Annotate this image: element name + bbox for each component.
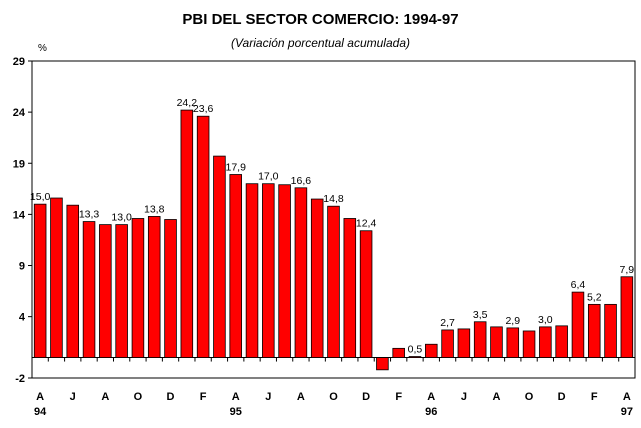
x-tick-label: J <box>70 391 76 403</box>
bar <box>229 174 242 358</box>
bar <box>327 205 340 358</box>
bar <box>99 224 112 358</box>
data-label: 15,0 <box>30 191 51 203</box>
x-tick-label: A <box>101 391 109 403</box>
data-label: 3,0 <box>538 314 553 326</box>
x-year-label: 97 <box>621 406 633 418</box>
x-tick-label: D <box>167 391 175 403</box>
y-axis-unit: % <box>38 43 47 54</box>
bar <box>555 325 568 358</box>
bar <box>82 221 96 358</box>
data-label: 14,8 <box>323 193 344 205</box>
y-tick-label: -2 <box>15 373 25 385</box>
x-tick-label: D <box>362 391 370 403</box>
data-label: 17,0 <box>258 171 279 183</box>
x-tick-label: A <box>36 391 44 403</box>
bar <box>408 356 422 358</box>
bar <box>33 203 47 358</box>
y-tick-label: 4 <box>19 312 26 324</box>
x-tick-label: D <box>558 391 566 403</box>
x-tick-label: F <box>200 391 207 403</box>
x-year-label: 95 <box>230 406 242 418</box>
bar <box>245 183 259 358</box>
x-tick-label: F <box>395 391 402 403</box>
bar <box>441 329 454 358</box>
data-label: 2,9 <box>505 315 520 327</box>
bar <box>196 115 210 358</box>
data-label: 16,6 <box>291 175 312 187</box>
x-year-label: 96 <box>425 406 437 418</box>
y-tick-label: 19 <box>13 158 25 170</box>
bar <box>620 276 634 358</box>
bar <box>376 357 389 371</box>
data-label: 13,3 <box>79 209 100 221</box>
bar <box>473 321 487 358</box>
data-label: 12,4 <box>356 218 377 230</box>
bar <box>131 218 145 358</box>
bar <box>50 197 63 358</box>
x-tick-label: A <box>492 391 500 403</box>
data-label: 3,5 <box>473 309 488 321</box>
bar <box>457 328 471 358</box>
bar <box>343 218 357 358</box>
data-label: 24,2 <box>177 97 198 109</box>
x-tick-label: F <box>591 391 598 403</box>
data-label: 5,2 <box>587 291 602 303</box>
x-tick-label: A <box>232 391 240 403</box>
data-label: 7,9 <box>620 264 635 276</box>
bar <box>587 303 601 358</box>
bar <box>522 330 536 358</box>
bar <box>147 216 161 358</box>
bar <box>359 230 373 358</box>
bar <box>425 343 438 358</box>
bar <box>490 326 503 358</box>
y-tick-label: 24 <box>13 107 26 119</box>
y-tick-label: 29 <box>13 56 25 68</box>
bar <box>66 204 80 358</box>
bar <box>262 183 275 358</box>
data-label: 6,4 <box>571 279 586 291</box>
x-tick-label: O <box>134 391 143 403</box>
data-label: 17,9 <box>225 162 246 174</box>
x-tick-label: O <box>525 391 534 403</box>
bar <box>294 187 308 358</box>
x-year-label: 94 <box>34 406 47 418</box>
data-label: 0,5 <box>408 344 423 356</box>
chart-subtitle: (Variación porcentual acumulada) <box>231 36 410 50</box>
bar <box>604 303 617 358</box>
bar <box>115 224 128 358</box>
bar <box>278 184 291 358</box>
bar <box>539 326 552 358</box>
x-tick-label: A <box>297 391 305 403</box>
x-tick-label: J <box>265 391 271 403</box>
bar <box>310 198 324 358</box>
x-tick-label: J <box>461 391 467 403</box>
bar <box>180 109 194 358</box>
bar <box>392 347 405 358</box>
x-tick-label: O <box>329 391 338 403</box>
y-tick-label: 9 <box>19 261 25 273</box>
data-label: 13,0 <box>111 212 132 224</box>
y-tick-label: 14 <box>13 209 26 221</box>
chart-title: PBI DEL SECTOR COMERCIO: 1994-97 <box>182 11 459 28</box>
data-label: 2,7 <box>440 317 455 329</box>
data-label: 23,6 <box>193 103 214 115</box>
x-tick-label: A <box>623 391 631 403</box>
bar <box>164 219 177 358</box>
plot-frame <box>31 60 636 379</box>
x-tick-label: A <box>427 391 435 403</box>
bar <box>213 155 226 358</box>
bar <box>571 291 585 358</box>
bar <box>506 327 520 358</box>
data-label: 13,8 <box>144 203 165 215</box>
